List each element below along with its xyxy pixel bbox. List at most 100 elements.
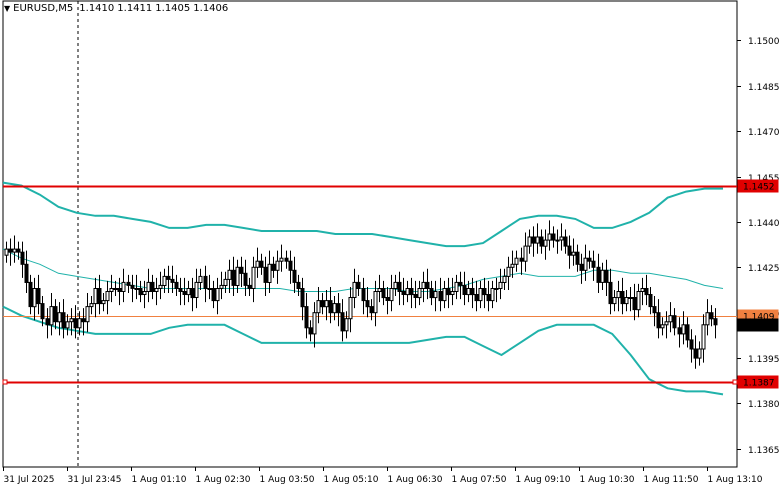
quote-open: 1.1410 xyxy=(79,3,115,14)
candle-body xyxy=(494,288,499,290)
candle-body xyxy=(685,324,690,341)
candle-body xyxy=(527,236,532,247)
candle-body xyxy=(644,288,649,296)
candle-body xyxy=(239,266,244,274)
candle-body xyxy=(77,318,82,329)
candle-body xyxy=(154,288,159,292)
price-tick-label: 1.1365 xyxy=(748,446,780,456)
candle-body xyxy=(348,297,353,320)
bollinger-upper-line xyxy=(2,181,723,248)
candle-body xyxy=(373,291,378,314)
candle-body xyxy=(89,303,94,308)
candle-body xyxy=(284,257,289,262)
current-price-tag-label: 1.1406 xyxy=(743,322,775,332)
candle-body xyxy=(709,312,714,320)
candle-body xyxy=(514,257,519,265)
candle-body xyxy=(429,288,434,299)
candle-body xyxy=(332,303,337,314)
candle-body xyxy=(543,239,548,247)
candle-body xyxy=(57,312,62,323)
candle-body xyxy=(478,288,483,302)
candle-body xyxy=(300,288,305,308)
candle-body xyxy=(547,233,552,241)
time-tick-label: 1 Aug 07:50 xyxy=(452,475,507,485)
candle-body xyxy=(174,281,179,289)
candle-body xyxy=(551,233,556,241)
horizontal-levels xyxy=(2,185,738,385)
candle-body xyxy=(466,288,471,296)
candle-body xyxy=(85,306,90,323)
candle-body xyxy=(385,297,390,301)
candle-body xyxy=(93,288,98,305)
candle-body xyxy=(308,327,313,335)
candlesticks xyxy=(4,220,718,369)
candle-body xyxy=(697,348,702,359)
candle-body xyxy=(620,291,625,305)
candle-body xyxy=(20,251,25,265)
candle-body xyxy=(462,284,467,295)
candle-body xyxy=(458,281,463,286)
time-tick-label: 1 Aug 01:10 xyxy=(132,475,187,485)
candle-body xyxy=(178,288,183,292)
candle-body xyxy=(198,275,203,283)
candle-body xyxy=(28,281,33,308)
candle-body xyxy=(8,248,13,253)
candle-body xyxy=(575,251,580,265)
candle-body xyxy=(275,260,280,271)
candle-body xyxy=(693,348,698,359)
quote-close: 1.1406 xyxy=(193,3,229,14)
candle-body xyxy=(101,300,106,305)
time-tick-label: 1 Aug 06:30 xyxy=(388,475,443,485)
candle-body xyxy=(640,288,645,292)
candle-body xyxy=(632,297,637,311)
candle-body xyxy=(316,300,321,314)
collapse-triangle-icon[interactable]: ▼ xyxy=(4,4,11,13)
price-tick-label: 1.1425 xyxy=(748,264,780,274)
candle-body xyxy=(134,288,139,290)
candle-body xyxy=(259,260,264,268)
candle-body xyxy=(49,306,54,326)
time-tick-label: 1 Aug 09:10 xyxy=(516,475,571,485)
candle-body xyxy=(648,294,653,308)
price-tick-label: 1.1440 xyxy=(748,219,780,229)
candle-body xyxy=(401,291,406,295)
candle-body xyxy=(121,281,126,292)
quote-high: 1.1411 xyxy=(117,3,153,14)
candle-body xyxy=(450,291,455,295)
candle-body xyxy=(138,288,143,296)
candle-body xyxy=(583,257,588,271)
candle-body xyxy=(591,260,596,268)
candle-body xyxy=(279,257,284,262)
candle-body xyxy=(369,306,374,314)
candle-body xyxy=(486,294,491,302)
candle-body xyxy=(656,312,661,329)
candle-body xyxy=(312,312,317,335)
candle-body xyxy=(344,318,349,332)
candle-body xyxy=(409,288,414,296)
candle-body xyxy=(596,266,601,283)
candle-body xyxy=(340,312,345,332)
candle-body xyxy=(142,291,147,295)
candle-body xyxy=(681,324,686,335)
candle-body xyxy=(235,266,240,286)
level-anchor-right xyxy=(732,379,738,385)
price-tick-label: 1.1380 xyxy=(748,400,780,410)
candle-body xyxy=(255,260,260,268)
candle-body xyxy=(579,263,584,271)
candle-body xyxy=(243,272,248,286)
candle-body xyxy=(328,300,333,314)
candle-body xyxy=(219,284,224,289)
candle-body xyxy=(267,263,272,283)
time-tick-label: 1 Aug 13:10 xyxy=(708,475,763,485)
time-tick-label: 31 Jul 23:45 xyxy=(68,475,122,485)
candle-body xyxy=(215,288,220,302)
level-tag-2-label: 1.1409 xyxy=(743,313,775,323)
candle-body xyxy=(186,288,191,296)
candle-body xyxy=(105,291,110,302)
level-anchor-left xyxy=(2,379,8,385)
candle-body xyxy=(24,263,29,283)
candle-body xyxy=(531,236,536,244)
candle-body xyxy=(701,324,706,350)
candle-body xyxy=(664,321,669,326)
